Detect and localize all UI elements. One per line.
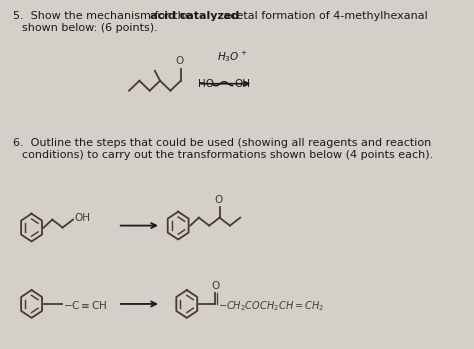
Text: acid catalyzed: acid catalyzed [150,11,239,21]
Text: HO: HO [198,79,214,89]
Text: O: O [211,281,219,291]
Text: OH: OH [234,79,250,89]
Text: $-CH_2COCH_2CH{=}CH_2$: $-CH_2COCH_2CH{=}CH_2$ [218,299,324,313]
Text: acetal formation of 4-methylhexanal: acetal formation of 4-methylhexanal [219,11,427,21]
Text: $H_3O^+$: $H_3O^+$ [217,49,247,64]
Text: OH: OH [75,213,91,223]
Text: shown below: (6 points).: shown below: (6 points). [22,23,158,33]
Text: 5.  Show the mechanism for the: 5. Show the mechanism for the [13,11,196,21]
Text: 6.  Outline the steps that could be used (showing all reagents and reaction: 6. Outline the steps that could be used … [13,138,432,148]
Text: O: O [176,56,184,66]
Text: conditions) to carry out the transformations shown below (4 points each).: conditions) to carry out the transformat… [22,150,433,160]
Text: $-$C$\equiv$CH: $-$C$\equiv$CH [63,299,107,311]
Text: O: O [215,195,223,205]
